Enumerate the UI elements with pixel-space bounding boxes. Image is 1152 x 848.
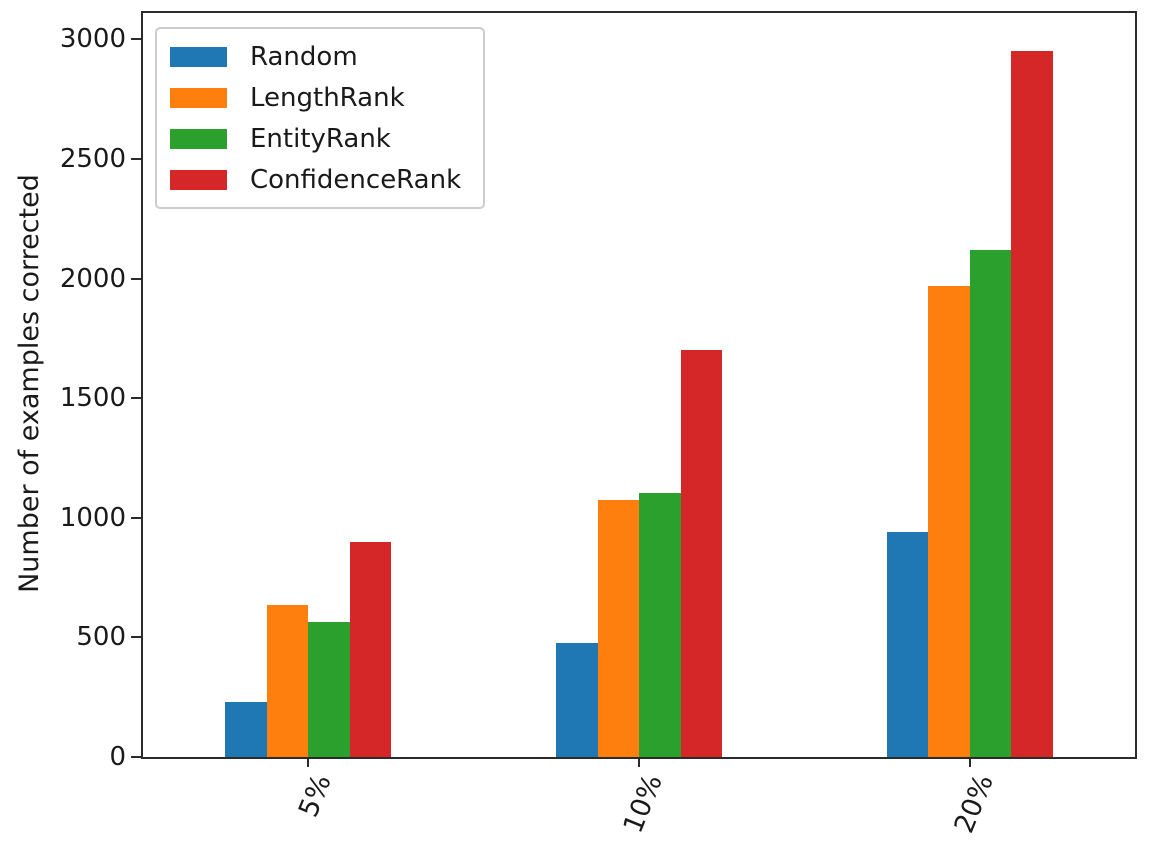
legend-label: ConfidenceRank <box>250 164 462 195</box>
bar-random-10- <box>556 643 598 757</box>
bar-lengthrank-20- <box>928 285 970 757</box>
y-tick-mark <box>131 756 142 758</box>
y-tick-mark <box>131 157 142 160</box>
legend-row: Random <box>170 36 469 77</box>
x-tick-mark <box>638 757 640 767</box>
y-tick-label: 1500 <box>59 383 126 414</box>
y-tick-mark <box>131 516 142 519</box>
plot-area <box>141 11 1137 759</box>
y-tick-mark <box>131 277 142 280</box>
y-tick-label: 0 <box>109 742 126 772</box>
legend-label: EntityRank <box>250 123 391 154</box>
y-tick-label: 1000 <box>59 502 126 533</box>
bar-entityrank-20- <box>969 249 1012 757</box>
bar-random-5- <box>225 701 267 757</box>
x-tick-mark <box>968 757 971 767</box>
x-tick-mark <box>307 757 310 767</box>
legend: Random LengthRank EntityRank ConfidenceRank <box>155 27 485 209</box>
bar-lengthrank-5- <box>266 605 309 757</box>
bar-confidencerank-20- <box>1011 51 1053 757</box>
legend-label: LengthRank <box>250 82 405 113</box>
bar-confidencerank-10- <box>680 350 722 757</box>
legend-row: ConfidenceRank <box>170 159 469 200</box>
legend-row: LengthRank <box>170 77 469 118</box>
y-tick-label: 2000 <box>59 263 126 294</box>
x-tick-label: 5% <box>293 770 339 822</box>
bar-lengthrank-10- <box>597 499 639 757</box>
legend-swatch-entityrank <box>170 128 227 149</box>
y-tick-label: 3000 <box>59 24 126 55</box>
legend-label: Random <box>250 41 358 72</box>
bar-confidencerank-5- <box>349 541 392 757</box>
x-tick-label: 20% <box>948 770 1000 838</box>
y-tick-mark <box>131 636 142 639</box>
legend-swatch-random <box>170 46 227 67</box>
legend-swatch-lengthrank <box>170 87 227 108</box>
legend-row: EntityRank <box>170 118 469 159</box>
x-tick-label: 10% <box>617 770 669 838</box>
bar-entityrank-5- <box>308 621 350 757</box>
y-tick-label: 2500 <box>59 143 126 174</box>
y-tick-mark <box>131 38 142 41</box>
x-axis-baseline <box>141 757 1137 759</box>
legend-swatch-confidencerank <box>170 169 227 190</box>
y-tick-mark <box>131 397 142 400</box>
bar-entityrank-10- <box>639 492 681 757</box>
y-tick-label: 500 <box>76 622 126 653</box>
bar-random-20- <box>886 532 929 757</box>
